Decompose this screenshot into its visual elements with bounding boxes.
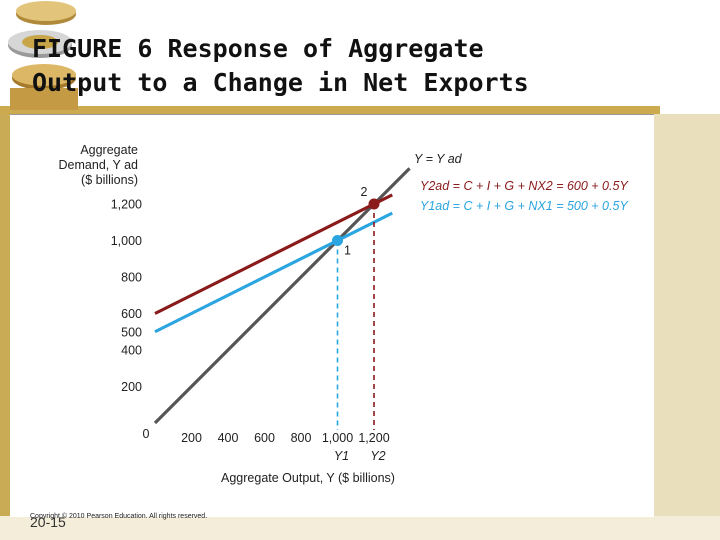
y-axis-title-line: Aggregate bbox=[80, 143, 138, 157]
y-tick-label: 1,000 bbox=[111, 234, 142, 248]
x-tick-label: 200 bbox=[181, 431, 202, 445]
x-tick-label: 400 bbox=[218, 431, 239, 445]
series-labels: Y = Y ad Y1ad = C + I + G + NX1 = 500 + 0… bbox=[414, 152, 629, 213]
y-axis-title-line: Demand, Y ad bbox=[59, 158, 139, 172]
title-rule bbox=[0, 106, 660, 114]
equilibrium-point-2 bbox=[368, 198, 380, 210]
equilibrium-axis-label: Y2 bbox=[370, 449, 385, 463]
chart-panel bbox=[10, 114, 654, 517]
line-ad-1 bbox=[154, 211, 393, 334]
series-lines bbox=[153, 167, 411, 425]
x-ticks: 200 400 600 800 1,000 1,200 bbox=[181, 431, 390, 445]
page-number: 20-15 bbox=[30, 514, 66, 530]
x-axis-title: Aggregate Output, Y ($ billions) bbox=[221, 471, 395, 485]
right-accent-bar bbox=[654, 114, 720, 516]
y-tick-label: 500 bbox=[121, 325, 142, 339]
line-ad-2 bbox=[154, 193, 393, 315]
x-tick-label: 600 bbox=[254, 431, 275, 445]
equilibrium-label: 1 bbox=[344, 244, 351, 258]
equilibrium-label: 2 bbox=[361, 185, 368, 199]
title-text: Response of Aggregate bbox=[167, 34, 484, 63]
y-axis-title-line: ($ billions) bbox=[81, 173, 138, 187]
copyright: Copyright © 2010 Pearson Education. All … bbox=[30, 513, 208, 520]
series-label: Y2ad = C + I + G + NX2 = 600 + 0.5Y bbox=[420, 179, 629, 193]
equilibrium-points: 1 Y1 2 Y2 bbox=[332, 185, 386, 463]
line-45-degree bbox=[153, 167, 411, 425]
y-tick-label: 1,200 bbox=[111, 198, 142, 212]
title-figure-number: FIGURE 6 bbox=[32, 34, 153, 63]
y-tick-label: 400 bbox=[121, 344, 142, 358]
y-ticks: 200 400 500 600 800 1,000 1,200 0 bbox=[111, 198, 150, 442]
title-text-line2: Output to a Change in Net Exports bbox=[32, 68, 529, 97]
equilibrium-axis-label: Y1 bbox=[334, 449, 349, 463]
left-accent-bar bbox=[0, 114, 10, 516]
coins-image bbox=[8, 1, 78, 110]
x-tick-label: 1,000 bbox=[322, 431, 353, 445]
y-tick-label: 600 bbox=[121, 307, 142, 321]
bottom-accent-bar bbox=[0, 516, 720, 540]
series-label: Y1ad = C + I + G + NX1 = 500 + 0.5Y bbox=[420, 199, 629, 213]
origin-label: 0 bbox=[143, 427, 150, 441]
series-label: Y = Y ad bbox=[414, 152, 463, 166]
y-tick-label: 800 bbox=[121, 271, 142, 285]
slide-title: FIGURE 6 Response of Aggregate Output to… bbox=[32, 32, 632, 100]
equilibrium-point-1 bbox=[332, 235, 343, 246]
x-tick-label: 1,200 bbox=[358, 431, 389, 445]
x-tick-label: 800 bbox=[291, 431, 312, 445]
y-tick-label: 200 bbox=[121, 380, 142, 394]
